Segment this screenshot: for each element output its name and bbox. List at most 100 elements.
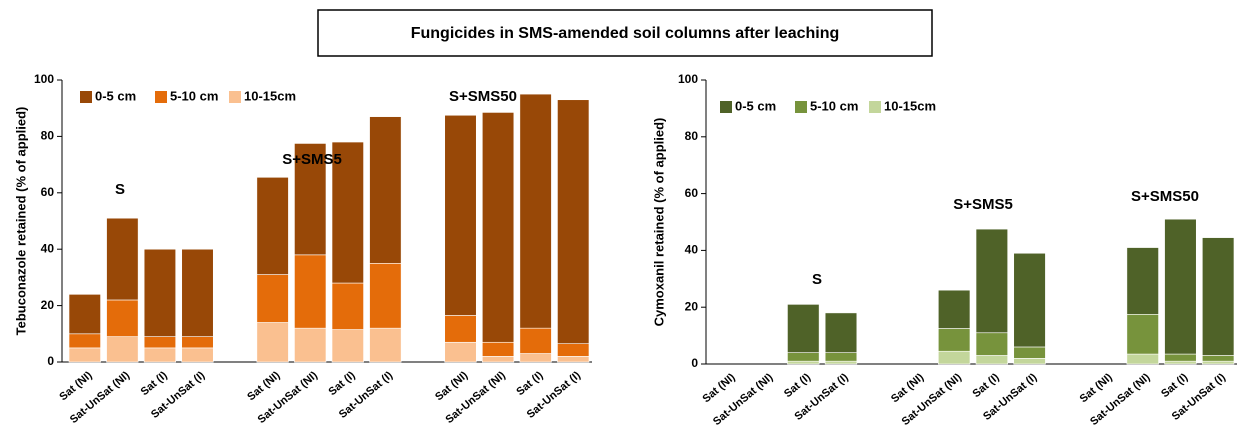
bar-segment xyxy=(1013,346,1046,359)
bar-segment xyxy=(519,93,552,329)
group-annotation: S+SMS50 xyxy=(449,88,517,105)
bar-segment xyxy=(557,343,590,357)
bar-segment xyxy=(787,360,820,365)
bar-segment xyxy=(824,352,858,362)
bar-segment xyxy=(143,336,177,349)
bar-segment xyxy=(519,327,552,354)
bar-segment xyxy=(557,356,590,363)
bar-segment xyxy=(938,289,971,329)
x-tick-label: Sat (I) xyxy=(139,369,170,398)
bar-segment xyxy=(369,262,402,329)
bar-segment xyxy=(1013,252,1046,348)
group-annotation: S xyxy=(812,271,822,288)
bar-segment xyxy=(331,329,364,363)
bar-segment xyxy=(975,228,1008,334)
bar-segment xyxy=(975,332,1008,356)
y-tick-label: 0 xyxy=(691,356,698,370)
group-annotation: S+SMS50 xyxy=(1131,188,1199,205)
bar-segment xyxy=(181,248,214,337)
bar-segment xyxy=(256,176,289,275)
bar-segment xyxy=(1164,353,1197,362)
legend-label: 10-15cm xyxy=(244,88,296,103)
legend-swatch xyxy=(155,91,167,103)
y-tick-label: 80 xyxy=(685,129,699,143)
group-annotation: S xyxy=(115,181,125,198)
bar-segment xyxy=(106,217,139,301)
legend-label: 5-10 cm xyxy=(170,88,218,103)
y-tick-label: 20 xyxy=(685,299,699,313)
bar-segment xyxy=(331,282,364,330)
bar-segment xyxy=(481,112,515,343)
bar-segment xyxy=(938,328,971,352)
y-tick-label: 0 xyxy=(47,354,54,368)
y-tick-label: 60 xyxy=(41,185,55,199)
x-tick-label: Sat (I) xyxy=(782,371,813,400)
bar-segment xyxy=(294,254,327,329)
bar-segment xyxy=(294,327,327,363)
bar-segment xyxy=(1126,247,1159,315)
bar-segment xyxy=(1202,237,1235,356)
bar-segment xyxy=(1013,358,1046,365)
bar-segment xyxy=(557,99,590,344)
bar-segment xyxy=(938,350,971,365)
x-tick-label: Sat (I) xyxy=(514,369,545,398)
legend-swatch xyxy=(229,91,241,103)
bar-segment xyxy=(444,114,477,316)
legend-swatch xyxy=(80,91,92,103)
bar-segment xyxy=(444,341,477,363)
group-annotation: S+SMS5 xyxy=(282,151,342,168)
legend-swatch xyxy=(795,101,807,113)
y-tick-label: 40 xyxy=(41,241,55,255)
title-box xyxy=(317,9,933,57)
bar-segment xyxy=(481,341,515,357)
bar-segment xyxy=(68,294,101,335)
group-annotation: S+SMS5 xyxy=(953,196,1013,213)
bar-segment xyxy=(787,352,820,362)
figure-title: Fungicides in SMS-amended soil columns a… xyxy=(411,25,840,42)
y-axis-label: Cymoxanil retained (% of applied) xyxy=(651,118,666,327)
legend-label: 10-15cm xyxy=(884,98,936,113)
bar-segment xyxy=(824,312,858,353)
bar-segment xyxy=(68,333,101,349)
legend-label: 5-10 cm xyxy=(810,98,858,113)
y-tick-label: 20 xyxy=(41,298,55,312)
bar-segment xyxy=(519,353,552,363)
y-tick-label: 100 xyxy=(34,72,54,86)
bar-segment xyxy=(143,347,177,363)
y-tick-label: 40 xyxy=(685,243,699,257)
bar-segment xyxy=(824,360,858,365)
bar-segment xyxy=(181,347,214,363)
legend-label: 0-5 cm xyxy=(95,88,136,103)
bar-segment xyxy=(1202,355,1235,362)
bar-segment xyxy=(106,299,139,337)
bar-segment xyxy=(181,336,214,349)
bar-segment xyxy=(294,143,327,256)
bar-segment xyxy=(1126,353,1159,365)
bar-segment xyxy=(256,322,289,363)
bar-segment xyxy=(256,274,289,323)
bar-segment xyxy=(68,347,101,363)
y-tick-label: 80 xyxy=(41,129,55,143)
bar-segment xyxy=(975,355,1008,365)
bar-segment xyxy=(369,327,402,363)
bar-segment xyxy=(481,356,515,363)
bar-segment xyxy=(1126,313,1159,355)
bar-segment xyxy=(143,248,177,337)
bar-segment xyxy=(1164,360,1197,365)
y-axis-label: Tebuconazole retained (% of applied) xyxy=(13,107,28,336)
bar-segment xyxy=(106,336,139,363)
bar-segment xyxy=(331,141,364,284)
x-tick-label: Sat (I) xyxy=(326,369,357,398)
bar-segment xyxy=(787,304,820,353)
y-tick-label: 60 xyxy=(685,186,699,200)
x-tick-label: Sat (I) xyxy=(971,371,1002,400)
bar-segment xyxy=(1202,360,1235,365)
bar-segment xyxy=(444,315,477,343)
x-tick-label: Sat (I) xyxy=(1159,371,1190,400)
bar-segment xyxy=(1164,218,1197,355)
legend-swatch xyxy=(720,101,732,113)
legend-label: 0-5 cm xyxy=(735,98,776,113)
y-tick-label: 100 xyxy=(678,72,698,86)
